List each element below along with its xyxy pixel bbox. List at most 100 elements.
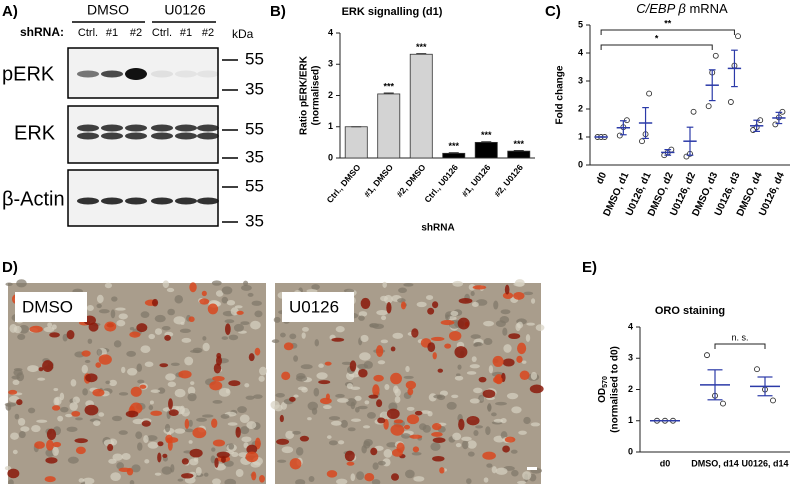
cell <box>53 387 59 392</box>
x-axis-label: shRNA <box>421 223 454 234</box>
lipid-cell <box>139 384 147 389</box>
cell <box>522 471 532 480</box>
cell <box>137 379 145 384</box>
cell <box>131 464 141 473</box>
x-tick-label: #2, U0126 <box>492 162 525 199</box>
lane-label: #2 <box>202 27 214 39</box>
chart-title: ORO staining <box>655 305 725 317</box>
lipid-cell <box>192 427 207 439</box>
lane-label: Ctrl. <box>152 27 172 39</box>
micrographs: DMSO U0126 <box>4 279 545 484</box>
lipid-cell <box>432 423 442 431</box>
lipid-cell <box>157 452 162 463</box>
cell <box>174 294 184 304</box>
lipid-cell <box>349 360 357 372</box>
data-point <box>772 121 779 128</box>
lipid-cell <box>344 450 355 462</box>
cell <box>196 417 208 422</box>
lipid-cell <box>189 448 203 458</box>
cell <box>212 400 223 404</box>
cell <box>322 405 332 410</box>
cell <box>13 368 23 372</box>
blot-band <box>175 70 197 78</box>
cell <box>82 477 95 484</box>
cell <box>380 339 389 344</box>
cell <box>126 350 137 357</box>
x-tick-label: d0 <box>660 458 671 468</box>
cell <box>37 377 46 381</box>
cell <box>66 426 78 432</box>
cell <box>140 345 151 353</box>
blot-band <box>125 68 147 80</box>
panel-label: A) <box>2 3 18 20</box>
lipid-cell <box>51 405 61 411</box>
cell <box>486 463 493 468</box>
cell <box>450 310 459 317</box>
cell <box>4 402 17 407</box>
significance: *** <box>383 81 394 91</box>
cell <box>311 407 318 415</box>
lipid-cell <box>504 284 510 295</box>
lipid-cell <box>45 457 58 464</box>
cell <box>382 281 387 288</box>
cell <box>377 360 386 365</box>
lipid-cell <box>411 328 419 338</box>
cell <box>328 440 338 446</box>
cell <box>228 334 239 341</box>
lipid-cell <box>289 396 296 402</box>
cell <box>86 305 94 312</box>
cell <box>113 340 122 348</box>
cell <box>105 380 111 385</box>
cell <box>318 363 324 368</box>
shrna-label: shRNA: <box>20 25 64 39</box>
lipid-cell <box>49 332 60 338</box>
lipid-cell <box>376 345 384 358</box>
cell <box>271 339 280 344</box>
cell <box>406 406 415 411</box>
lipid-cell <box>46 439 54 451</box>
cell <box>371 479 381 484</box>
blot-band <box>151 124 173 132</box>
bar <box>344 126 368 159</box>
cell <box>487 404 492 411</box>
cell <box>137 442 143 451</box>
y-label-subscript: 570 <box>602 376 609 388</box>
cell <box>359 352 371 361</box>
lipid-cell <box>84 404 99 416</box>
y-axis-label: (normalised) <box>311 65 322 125</box>
cell <box>308 476 315 483</box>
cell <box>280 332 286 338</box>
cell <box>425 295 434 301</box>
lipid-cell <box>457 317 470 330</box>
cell <box>164 423 171 433</box>
cell <box>302 326 309 332</box>
cell <box>116 319 126 327</box>
lipid-cell <box>331 337 345 342</box>
cell <box>416 301 427 308</box>
lipid-cell <box>358 368 368 378</box>
cell <box>149 400 154 405</box>
cell <box>346 371 355 381</box>
lipid-cell <box>75 446 86 455</box>
cell <box>167 381 177 388</box>
cell <box>162 280 170 288</box>
lipid-cell <box>248 353 255 362</box>
cell <box>150 389 161 393</box>
lipid-cell <box>414 410 423 416</box>
lipid-cell <box>181 473 194 479</box>
cell <box>189 458 199 466</box>
lipid-cell <box>326 470 338 478</box>
cell <box>187 386 196 395</box>
cell <box>285 430 295 440</box>
cell <box>483 477 489 483</box>
cell <box>247 292 254 297</box>
marker-label: 35 <box>245 79 264 98</box>
lipid-cell <box>373 374 384 382</box>
cell <box>525 334 531 342</box>
cell <box>251 300 262 306</box>
significance: *** <box>481 130 492 140</box>
cell <box>411 452 422 456</box>
data-point <box>712 52 719 59</box>
data-point <box>639 138 645 145</box>
blot-row-label: pERK <box>2 63 55 85</box>
